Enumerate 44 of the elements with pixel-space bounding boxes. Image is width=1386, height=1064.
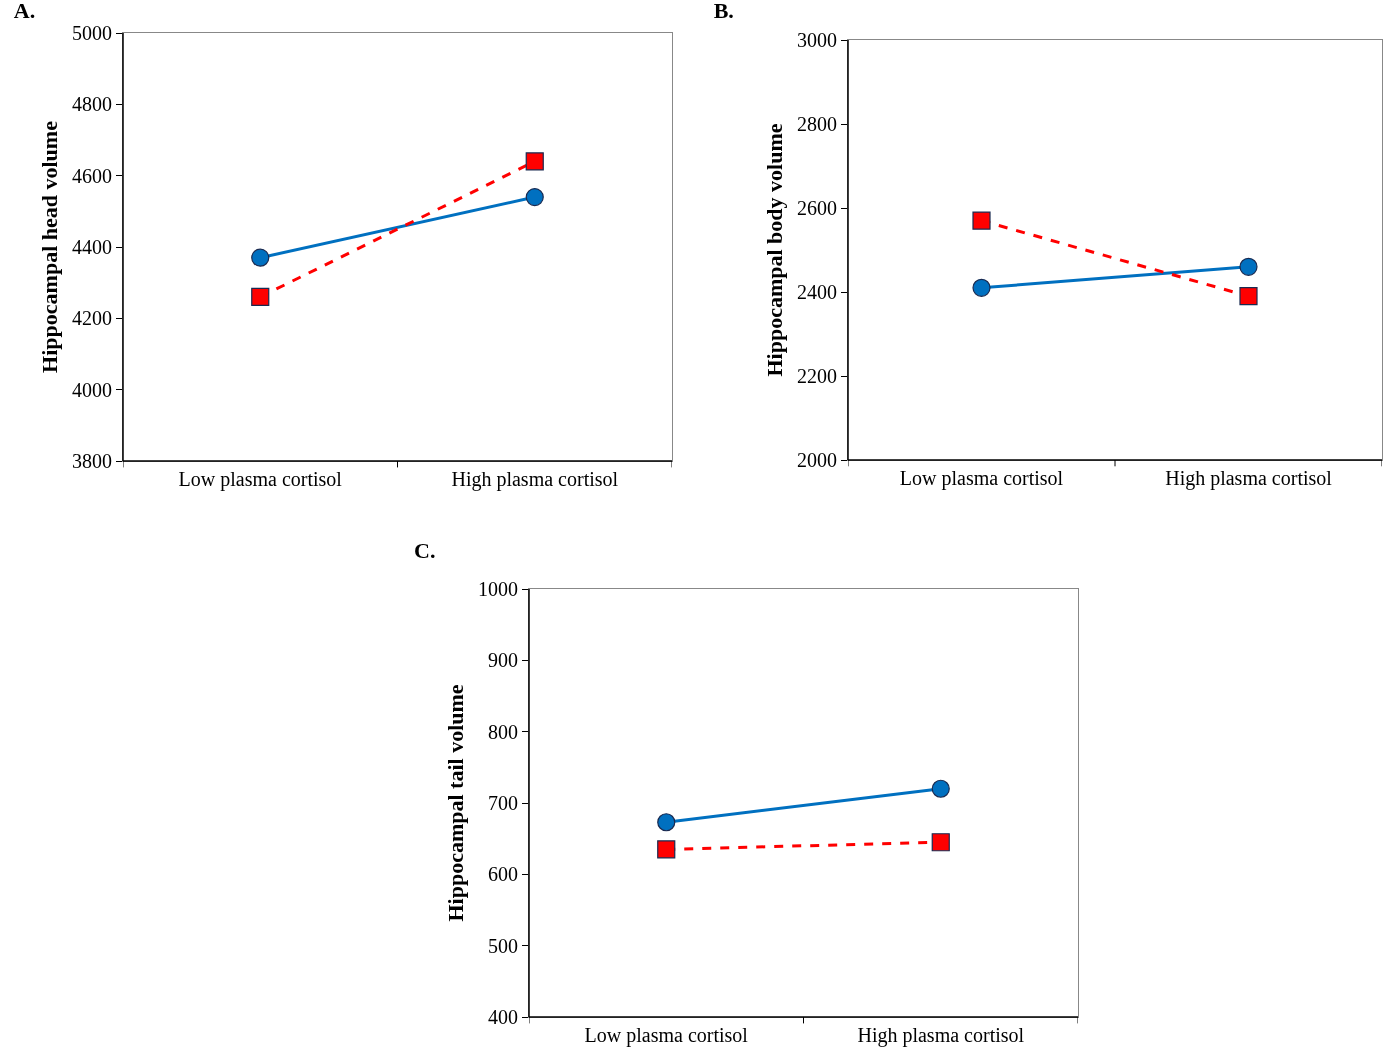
- y-axis-title: Hippocampal tail volume: [442, 684, 468, 922]
- y-tick-label: 2400: [797, 281, 837, 303]
- point: [931, 833, 950, 852]
- y-tick-label: 900: [488, 649, 518, 672]
- chart-title: B.: [713, 0, 734, 23]
- y-tick-label: 700: [488, 792, 518, 814]
- point: [251, 287, 270, 307]
- y-tick-label: 1000: [478, 578, 518, 600]
- chart-title: C.: [414, 538, 436, 564]
- y-tick-label: 3000: [797, 29, 837, 51]
- point: [657, 813, 676, 832]
- y-tick-label: 400: [488, 1006, 518, 1028]
- y-tick-label: 5000: [72, 22, 112, 44]
- x-tick-label: High plasma cortisol: [1165, 467, 1333, 490]
- y-tick-label: 2000: [797, 449, 837, 471]
- point: [251, 248, 270, 267]
- y-axis-title: Hippocampal head volume: [36, 120, 62, 373]
- y-tick-label: 4800: [72, 93, 112, 116]
- x-tick-label: Low plasma cortisol: [178, 468, 343, 491]
- y-tick-label: 2600: [797, 197, 837, 219]
- point: [1239, 287, 1258, 306]
- y-tick-label: 4600: [72, 164, 112, 187]
- x-tick-label: High plasma cortisol: [451, 468, 619, 491]
- y-tick-label: 2800: [797, 113, 837, 135]
- point: [1239, 257, 1258, 276]
- x-tick-label: Low plasma cortisol: [899, 467, 1064, 490]
- point: [657, 840, 676, 859]
- point: [972, 211, 991, 230]
- y-tick-label: 600: [488, 863, 518, 886]
- point: [525, 187, 544, 207]
- y-tick-label: 500: [488, 934, 518, 957]
- point: [972, 278, 991, 297]
- y-tick-label: 2200: [797, 365, 837, 387]
- y-tick-label: 4200: [72, 307, 112, 330]
- x-tick-label: High plasma cortisol: [857, 1024, 1025, 1047]
- y-tick-label: 800: [488, 720, 518, 743]
- chart-title: A.: [13, 0, 36, 23]
- y-tick-label: 4400: [72, 236, 112, 258]
- y-tick-label: 4000: [72, 378, 112, 401]
- x-tick-label: Low plasma cortisol: [584, 1024, 749, 1047]
- y-axis-title: Hippocampal body volume: [761, 123, 787, 377]
- point: [525, 152, 544, 171]
- y-tick-label: 3800: [72, 450, 112, 472]
- point: [931, 779, 950, 798]
